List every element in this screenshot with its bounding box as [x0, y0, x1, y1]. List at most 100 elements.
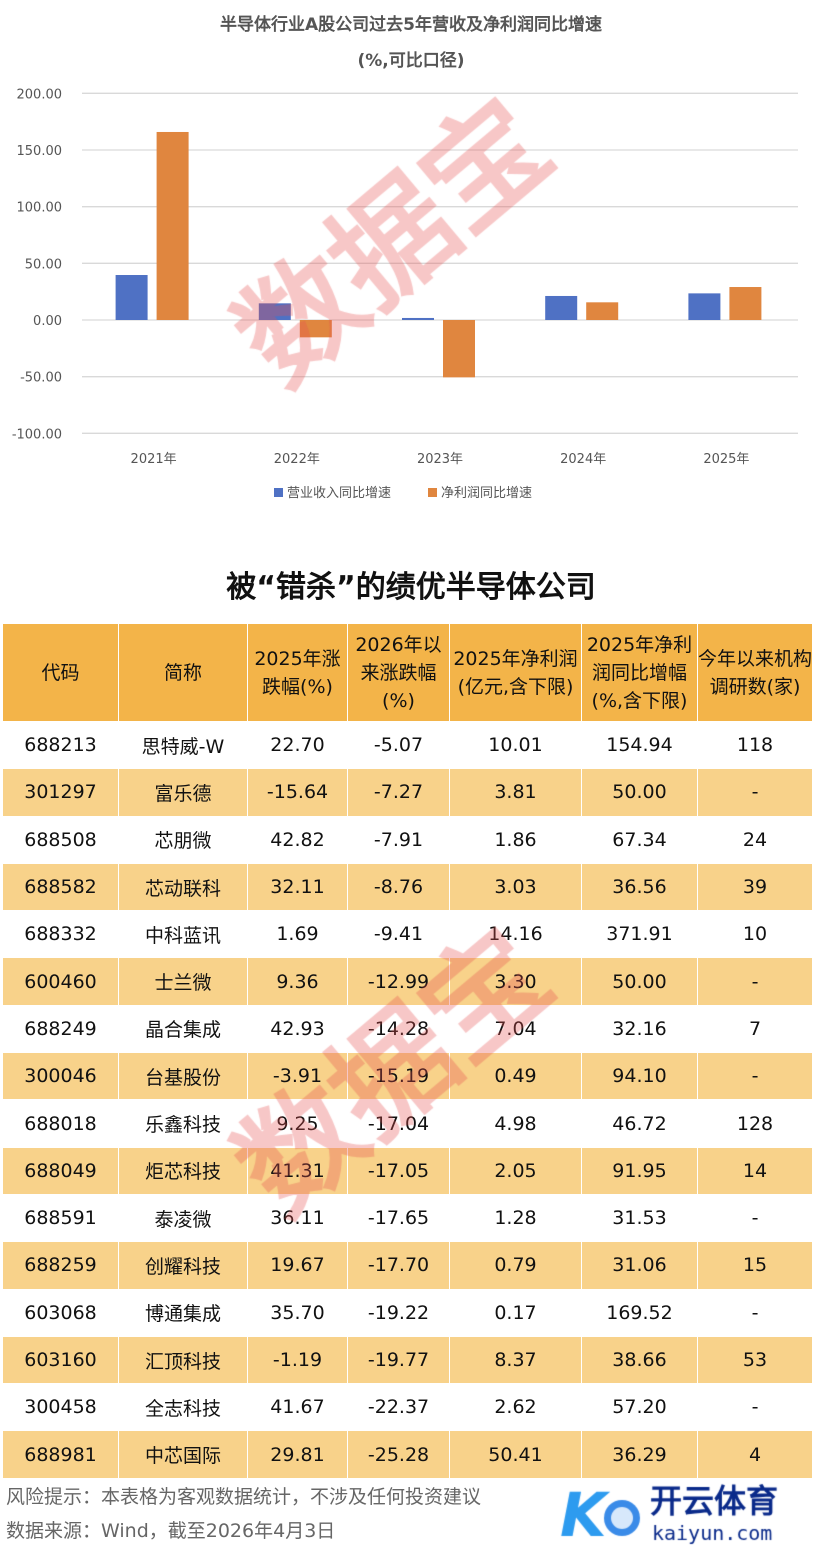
table-cell: -: [697, 1193, 813, 1243]
table-cell: 29.81: [247, 1430, 348, 1479]
table-cell: 乐鑫科技: [118, 1099, 248, 1148]
table-row: 688981 中芯国际 29.81 -25.28 50.41 36.29 4: [2, 1430, 813, 1479]
table-cell: 53: [697, 1335, 813, 1385]
table-cell: 15: [697, 1241, 813, 1290]
table-cell: 博通集成: [118, 1288, 248, 1337]
table-cell: -8.76: [347, 862, 450, 912]
table-cell: 2.62: [449, 1383, 582, 1432]
table-cell: -17.70: [347, 1241, 450, 1290]
table-cell: 118: [697, 720, 813, 770]
table-cell: 38.66: [581, 1335, 698, 1385]
table-cell: 14: [697, 1146, 813, 1195]
x-tick-label: 2024年: [560, 452, 606, 467]
table-cell: -19.77: [347, 1335, 450, 1385]
x-tick-label: 2021年: [131, 452, 177, 467]
table-cell: 50.41: [449, 1430, 582, 1479]
table-row: 688332 中科蓝讯 1.69 -9.41 14.16 371.91 10: [2, 910, 813, 959]
table-row: 301297 富乐德 -15.64 -7.27 3.81 50.00-: [2, 768, 813, 817]
x-tick-label: 2025年: [703, 452, 749, 467]
table-cell: -22.37: [347, 1383, 450, 1432]
table-cell: -3.91: [247, 1052, 348, 1101]
table-cell: -17.04: [347, 1099, 450, 1148]
legend-swatch: [428, 488, 437, 497]
table-cell: -: [697, 1383, 813, 1432]
table-cell: 42.93: [247, 1004, 348, 1054]
bar-profit: [299, 320, 332, 338]
source-note: 数据来源：Wind，截至2026年4月3日: [6, 1520, 336, 1542]
table-cell: 富乐德: [118, 768, 248, 817]
table-cell: 41.31: [247, 1146, 348, 1195]
column-header: 简称: [118, 623, 248, 722]
bar-profit: [729, 287, 762, 320]
column-header: 代码: [2, 623, 119, 722]
column-header: 今年以来机构调研数(家): [697, 623, 813, 722]
table-row: 603068 博通集成 35.70 -19.22 0.17 169.52-: [2, 1288, 813, 1337]
table-cell: 14.16: [449, 910, 582, 959]
table-cell: 芯动联科: [118, 862, 248, 912]
table-row: 603160 汇顶科技 -1.19 -19.77 8.37 38.66 53: [2, 1335, 813, 1385]
table-row: 688582 芯动联科 32.11 -8.76 3.03 36.56 39: [2, 862, 813, 912]
table-cell: -25.28: [347, 1430, 450, 1479]
table-cell: -: [697, 1052, 813, 1101]
table-cell: 688049: [2, 1146, 119, 1195]
table-cell: 1.28: [449, 1193, 582, 1243]
table-cell: -7.27: [347, 768, 450, 817]
table-cell: -7.91: [347, 815, 450, 864]
table-cell: 中科蓝讯: [118, 910, 248, 959]
table-cell: 31.53: [581, 1193, 698, 1243]
table-row: 688591 泰凌微 36.11 -17.65 1.28 31.53-: [2, 1193, 813, 1243]
bar-profit: [156, 131, 189, 320]
table-cell: 688259: [2, 1241, 119, 1290]
table-cell: 3.81: [449, 768, 582, 817]
y-tick-label: 200.00: [17, 87, 63, 102]
table-cell: 0.49: [449, 1052, 582, 1101]
table-cell: 汇顶科技: [118, 1335, 248, 1385]
table-cell: 600460: [2, 957, 119, 1006]
table-cell: 36.56: [581, 862, 698, 912]
table-cell: 19.67: [247, 1241, 348, 1290]
table-cell: 688508: [2, 815, 119, 864]
bar-profit: [443, 320, 475, 378]
y-tick-label: 0.00: [33, 314, 62, 329]
legend-label: 营业收入同比增速: [287, 486, 391, 501]
legend-swatch: [274, 488, 283, 497]
table-cell: 688591: [2, 1193, 119, 1243]
table-cell: 创耀科技: [118, 1241, 248, 1290]
y-tick-label: 50.00: [25, 257, 62, 272]
table-cell: 154.94: [581, 720, 698, 770]
y-tick-label: 150.00: [17, 144, 63, 159]
table-cell: 中芯国际: [118, 1430, 248, 1479]
table-cell: -: [697, 768, 813, 817]
table-cell: -: [697, 1288, 813, 1337]
table-cell: 9.25: [247, 1099, 348, 1148]
table-cell: 10.01: [449, 720, 582, 770]
table-cell: 8.37: [449, 1335, 582, 1385]
table-row: 688508 芯朋微 42.82 -7.91 1.86 67.34 24: [2, 815, 813, 864]
table-cell: 688018: [2, 1099, 119, 1148]
table-cell: -12.99: [347, 957, 450, 1006]
table-row: 688049 炬芯科技 41.31 -17.05 2.05 91.95 14: [2, 1146, 813, 1195]
table-cell: 士兰微: [118, 957, 248, 1006]
table-cell: 169.52: [581, 1288, 698, 1337]
bar-revenue: [545, 295, 578, 320]
column-header: 2025年净利润同比增幅(%,含下限): [581, 623, 698, 722]
table-cell: 688582: [2, 862, 119, 912]
table-cell: 24: [697, 815, 813, 864]
table-cell: 91.95: [581, 1146, 698, 1195]
table-cell: -17.65: [347, 1193, 450, 1243]
table-cell: 0.79: [449, 1241, 582, 1290]
table-cell: 35.70: [247, 1288, 348, 1337]
table-row: 688249 晶合集成 42.93 -14.28 7.04 32.16 7: [2, 1004, 813, 1054]
table-cell: 32.16: [581, 1004, 698, 1054]
table-cell: 10: [697, 910, 813, 959]
y-tick-label: -100.00: [12, 427, 62, 442]
table-cell: 4.98: [449, 1099, 582, 1148]
table-cell: 300458: [2, 1383, 119, 1432]
table-cell: 32.11: [247, 862, 348, 912]
table-cell: 128: [697, 1099, 813, 1148]
table-cell: -9.41: [347, 910, 450, 959]
table-cell: -17.05: [347, 1146, 450, 1195]
y-tick-label: -50.00: [20, 371, 62, 386]
bar-revenue: [115, 275, 148, 320]
table-cell: 688981: [2, 1430, 119, 1479]
